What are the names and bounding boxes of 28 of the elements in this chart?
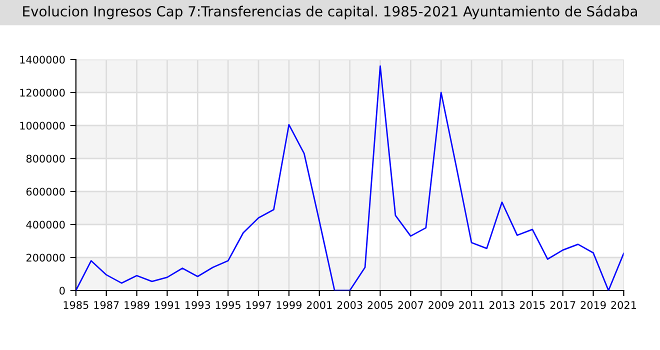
x-tick-label: 1997: [246, 301, 271, 309]
x-tick-label: 2011: [459, 301, 484, 309]
y-tick-label: 200000: [26, 254, 65, 262]
y-tick-label: 0: [60, 286, 65, 295]
x-tick-label: 1985: [64, 301, 88, 309]
x-tick-label: 2007: [398, 301, 424, 309]
x-tick-label: 2021: [611, 301, 636, 309]
x-tick-label: 2005: [368, 301, 393, 309]
x-tick-label: 2003: [337, 301, 362, 309]
y-tick-label: 1000000: [20, 122, 65, 130]
x-tick-label: 1999: [276, 301, 302, 309]
x-tick-label: 2013: [489, 301, 514, 309]
x-tick-label: 2019: [580, 301, 606, 309]
x-tick-label: 1989: [124, 301, 150, 309]
x-tick-label: 1991: [155, 301, 180, 309]
x-tick-label: 2015: [520, 301, 545, 309]
y-tick-label: 1400000: [20, 56, 65, 64]
chart-title: Evolucion Ingresos Cap 7:Transferencias de capital. 1985-2021 Ayuntamiento de Sádaba: [23, 5, 637, 20]
x-tick-label: 2009: [428, 301, 454, 309]
x-tick-label: 2001: [306, 301, 332, 309]
x-tick-label: 1995: [216, 301, 240, 309]
y-tick-label: 1200000: [20, 88, 65, 97]
y-tick-label: 400000: [26, 220, 65, 229]
x-tick-label: 1993: [186, 301, 210, 309]
y-tick-label: 800000: [26, 154, 65, 163]
y-tick-label: 600000: [26, 188, 65, 196]
x-tick-label: 2017: [550, 301, 576, 309]
x-tick-label: 1987: [94, 301, 119, 309]
